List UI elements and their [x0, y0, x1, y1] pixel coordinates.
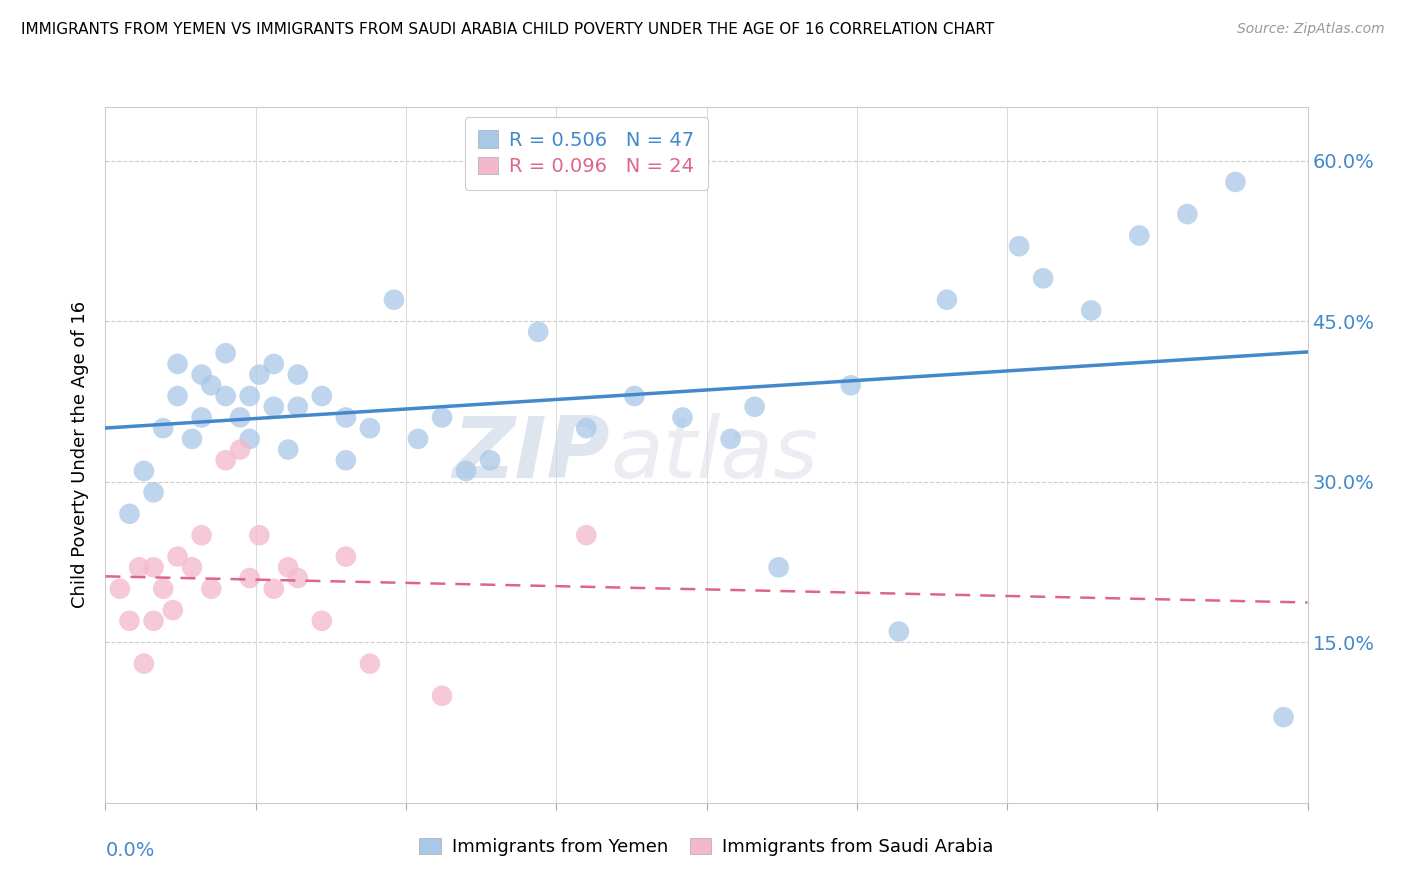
Point [671, 410, 693, 425]
Point [128, 560, 150, 574]
Point [166, 549, 188, 564]
Point [214, 453, 236, 467]
Point [623, 389, 645, 403]
Point [214, 389, 236, 403]
Point [382, 293, 405, 307]
Point [239, 389, 262, 403]
Point [287, 571, 309, 585]
Point [190, 368, 212, 382]
Point [454, 464, 477, 478]
Point [575, 421, 598, 435]
Point [152, 582, 174, 596]
Point [430, 410, 453, 425]
Point [142, 614, 165, 628]
Point [239, 571, 262, 585]
Point [190, 528, 212, 542]
Point [142, 560, 165, 574]
Point [200, 582, 222, 596]
Text: Source: ZipAtlas.com: Source: ZipAtlas.com [1237, 22, 1385, 37]
Point [1175, 207, 1198, 221]
Point [229, 442, 252, 457]
Point [229, 410, 252, 425]
Point [247, 368, 270, 382]
Point [720, 432, 742, 446]
Point [132, 464, 155, 478]
Point [166, 357, 188, 371]
Point [335, 549, 357, 564]
Text: ZIP: ZIP [453, 413, 610, 497]
Point [335, 410, 357, 425]
Point [1080, 303, 1102, 318]
Point [181, 560, 204, 574]
Point [359, 657, 381, 671]
Text: 0.0%: 0.0% [105, 841, 155, 860]
Point [287, 368, 309, 382]
Text: IMMIGRANTS FROM YEMEN VS IMMIGRANTS FROM SAUDI ARABIA CHILD POVERTY UNDER THE AG: IMMIGRANTS FROM YEMEN VS IMMIGRANTS FROM… [21, 22, 994, 37]
Point [118, 507, 141, 521]
Point [200, 378, 222, 392]
Point [277, 560, 299, 574]
Point [335, 453, 357, 467]
Point [247, 528, 270, 542]
Point [359, 421, 381, 435]
Legend: Immigrants from Yemen, Immigrants from Saudi Arabia: Immigrants from Yemen, Immigrants from S… [412, 830, 1001, 863]
Point [263, 582, 285, 596]
Y-axis label: Child Poverty Under the Age of 16: Child Poverty Under the Age of 16 [72, 301, 90, 608]
Point [575, 528, 598, 542]
Point [1128, 228, 1150, 243]
Point [311, 389, 333, 403]
Point [887, 624, 910, 639]
Point [744, 400, 766, 414]
Point [181, 432, 204, 446]
Point [406, 432, 429, 446]
Point [1225, 175, 1247, 189]
Point [936, 293, 959, 307]
Point [263, 357, 285, 371]
Point [430, 689, 453, 703]
Point [479, 453, 502, 467]
Point [152, 421, 174, 435]
Point [142, 485, 165, 500]
Point [166, 389, 188, 403]
Point [1032, 271, 1054, 285]
Point [162, 603, 184, 617]
Point [132, 657, 155, 671]
Point [311, 614, 333, 628]
Point [277, 442, 299, 457]
Point [1272, 710, 1295, 724]
Point [118, 614, 141, 628]
Point [839, 378, 862, 392]
Point [190, 410, 212, 425]
Point [768, 560, 790, 574]
Point [239, 432, 262, 446]
Point [214, 346, 236, 360]
Point [287, 400, 309, 414]
Point [527, 325, 550, 339]
Point [108, 582, 131, 596]
Text: atlas: atlas [610, 413, 818, 497]
Point [1008, 239, 1031, 253]
Point [263, 400, 285, 414]
